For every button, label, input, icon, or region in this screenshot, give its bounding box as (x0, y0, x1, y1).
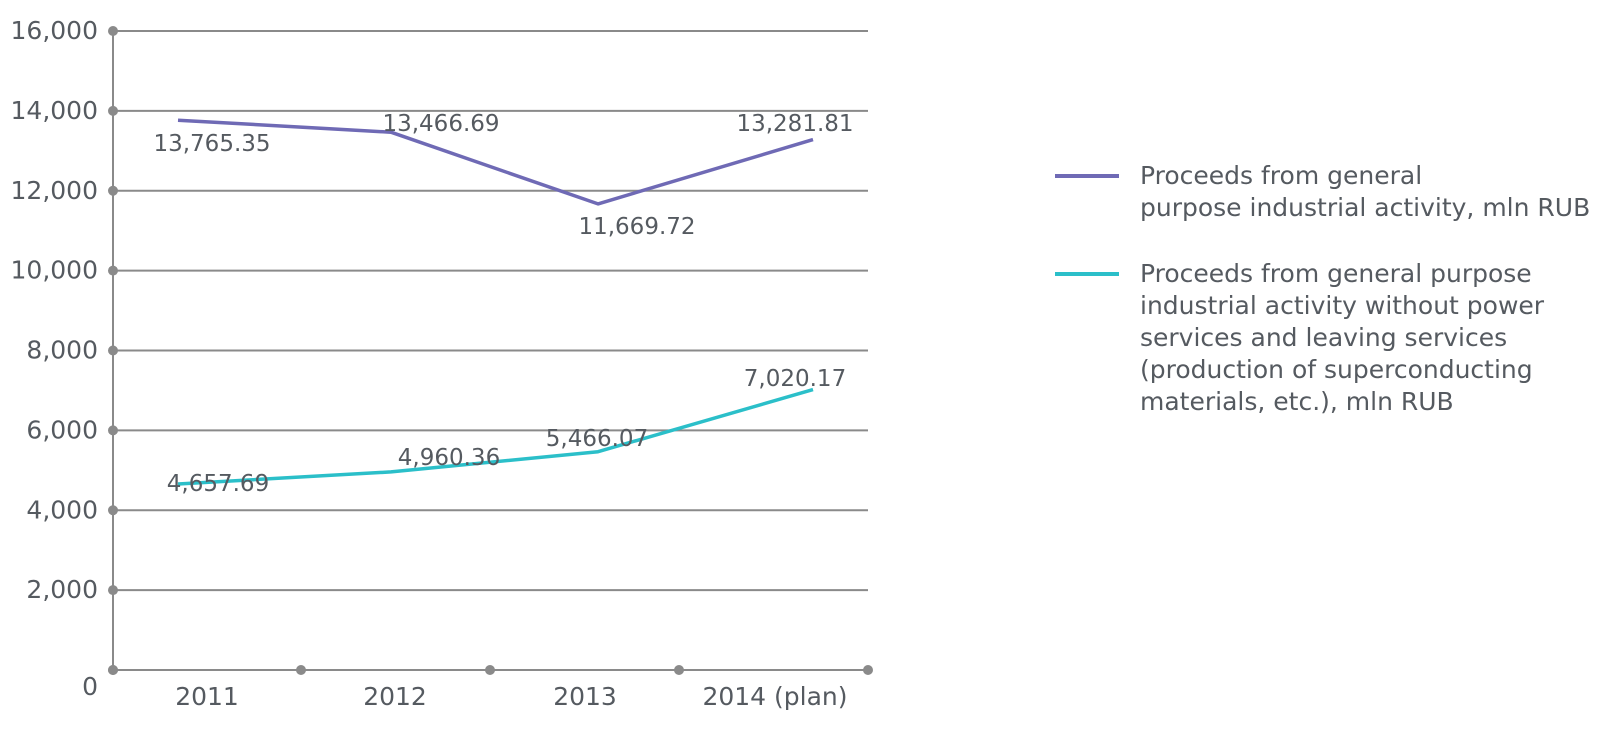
y-tick-label: 4,000 (26, 495, 98, 524)
grid-lines (113, 30, 868, 592)
data-label: 5,466.07 (546, 426, 648, 452)
legend-item-series-1: Proceeds from general purpose industrial… (1055, 160, 1615, 224)
legend: Proceeds from general purpose industrial… (1055, 160, 1615, 452)
legend-label-line: Proceeds from general (1140, 161, 1423, 190)
y-tick-label: 6,000 (26, 415, 98, 444)
legend-label-line: purpose industrial activity, mln RUB (1140, 193, 1591, 222)
y-tick-label: 16,000 (11, 16, 98, 45)
x-tick-dot (674, 665, 684, 675)
x-tick-label: 2013 (553, 682, 617, 711)
legend-label-line: services and leaving services (1140, 323, 1508, 352)
x-tick-dot (296, 665, 306, 675)
y-tick-label: 2,000 (26, 575, 98, 604)
legend-label-line: industrial activity without power (1140, 291, 1545, 320)
data-label: 13,466.69 (382, 111, 499, 137)
legend-swatch-series-1 (1055, 174, 1119, 178)
axes: 0 2,000 4,000 6,000 8,000 10,000 12,000 14,000 1… (11, 16, 873, 711)
y-tick-label: 0 (82, 672, 98, 701)
legend-swatch-series-2 (1055, 272, 1119, 276)
data-label: 7,020.17 (744, 366, 846, 392)
legend-label-series-1: Proceeds from general purpose industrial… (1140, 160, 1615, 224)
y-tick-label: 12,000 (11, 176, 98, 205)
data-label: 4,960.36 (398, 445, 500, 471)
legend-label-line: (production of superconducting (1140, 355, 1533, 384)
x-tick-dot (485, 665, 495, 675)
line-chart: 0 2,000 4,000 6,000 8,000 10,000 12,000 14,000 1… (11, 16, 873, 711)
x-tick-label: 2011 (175, 682, 239, 711)
legend-label-line: materials, etc.), mln RUB (1140, 387, 1454, 416)
x-tick-dot (108, 665, 118, 675)
y-tick-label: 10,000 (11, 256, 98, 285)
data-label: 13,765.35 (153, 131, 270, 157)
series-line-1 (177, 118, 814, 206)
x-tick-label: 2014 (plan) (702, 682, 847, 711)
y-tick-label: 14,000 (11, 96, 98, 125)
legend-label-line: Proceeds from general purpose (1140, 259, 1532, 288)
data-label: 4,657.69 (167, 471, 269, 497)
series-line-2 (177, 387, 814, 486)
data-label: 11,669.72 (578, 214, 695, 240)
data-labels: 13,765.35 13,466.69 11,669.72 13,281.81 4,65… (153, 111, 853, 497)
x-tick-dot (863, 665, 873, 675)
data-label: 13,281.81 (736, 111, 853, 137)
series-lines (177, 118, 814, 486)
legend-label-series-2: Proceeds from general purpose industrial… (1140, 258, 1615, 418)
x-tick-label: 2012 (363, 682, 427, 711)
legend-item-series-2: Proceeds from general purpose industrial… (1055, 258, 1615, 418)
y-tick-label: 8,000 (26, 336, 98, 365)
